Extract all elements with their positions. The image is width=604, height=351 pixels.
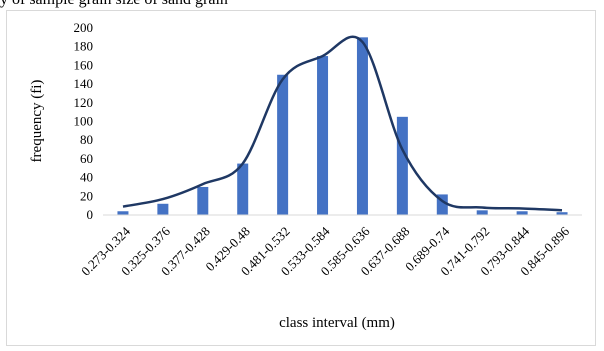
y-tick-label: 80	[80, 132, 93, 147]
bar	[436, 194, 448, 215]
y-tick-label: 20	[80, 188, 93, 203]
y-tick-label: 140	[74, 76, 94, 91]
x-axis-label: class interval (mm)	[279, 315, 395, 331]
bar	[117, 211, 129, 215]
y-tick-label: 200	[74, 20, 94, 35]
bars	[117, 37, 568, 215]
x-tick-labels: 0.273-0.3240.325-0.3760.377-0.4280.429-0…	[78, 223, 572, 278]
bar	[476, 210, 488, 215]
caption-text: y of sample grain size of sand grain	[0, 0, 228, 9]
y-tick-label: 120	[74, 95, 94, 110]
y-tick-label: 0	[87, 207, 94, 222]
y-axis-label: frequency (fi)	[29, 80, 45, 163]
chart-frame	[6, 10, 596, 346]
bar	[157, 203, 169, 215]
bar	[237, 163, 249, 215]
bar	[516, 211, 528, 215]
y-tick-label: 60	[80, 151, 93, 166]
y-tick-label: 160	[74, 57, 94, 72]
bar	[277, 74, 289, 215]
bar	[396, 116, 408, 215]
bar	[317, 56, 329, 215]
y-tick-label: 100	[74, 114, 94, 129]
bar	[556, 212, 568, 215]
trendline	[122, 35, 563, 212]
y-tick-label: 180	[74, 39, 94, 54]
bar	[356, 37, 368, 215]
trendline-group	[122, 35, 563, 212]
y-tick-label: 40	[80, 170, 93, 185]
bar	[197, 186, 209, 215]
y-tick-labels: 0 20 40 60 80 100 120 140 160 180 200	[74, 20, 94, 222]
